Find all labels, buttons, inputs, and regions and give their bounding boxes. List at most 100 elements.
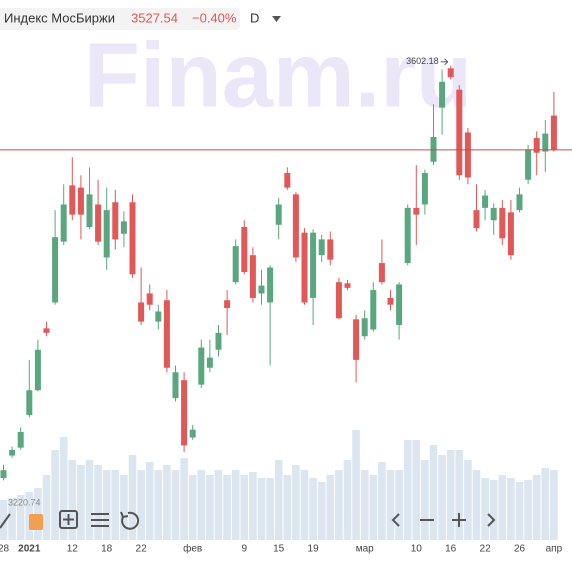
candle-body: [129, 202, 136, 275]
candle-body: [284, 172, 291, 188]
candle-body: [396, 284, 403, 325]
header-pill: [0, 8, 240, 30]
candle-body: [232, 246, 239, 283]
candle-body: [404, 207, 411, 264]
candle-body: [138, 302, 145, 322]
x-tick-label: фев: [183, 543, 202, 555]
volume-bar: [120, 475, 128, 540]
candle-body: [456, 89, 463, 176]
volume-bar: [335, 470, 343, 540]
volume-bar: [180, 458, 188, 540]
volume-bar: [343, 460, 352, 540]
volume-bar: [429, 445, 438, 540]
zoom-in-button[interactable]: [452, 513, 466, 527]
volume-bar: [317, 482, 326, 540]
volume-bar: [111, 470, 120, 540]
candle-body: [439, 81, 446, 108]
price-change: −0.40%: [192, 10, 237, 25]
volume-bar: [171, 470, 180, 540]
candle-body: [77, 187, 84, 215]
volume-bar: [128, 455, 137, 540]
volume-bar: [472, 470, 481, 540]
volume-bar: [42, 475, 51, 540]
volume-bar: [378, 462, 386, 540]
volume-bar: [249, 472, 257, 540]
x-tick-label: 9: [242, 544, 248, 555]
volume-bar: [85, 460, 94, 540]
volume-bar: [550, 470, 558, 540]
volume-bar: [541, 468, 550, 540]
volume-bar: [489, 480, 498, 540]
candle-body: [258, 285, 265, 294]
candle-body: [361, 318, 368, 337]
candle-body: [206, 357, 213, 368]
candle-body: [335, 282, 342, 319]
draw-tool-button[interactable]: [0, 513, 11, 529]
volume-bar: [292, 465, 300, 540]
candle-body: [9, 449, 16, 456]
volume-bar: [197, 470, 206, 540]
volume-bar: [188, 475, 197, 540]
candle-body: [387, 297, 394, 305]
x-tick-label: 2021: [18, 544, 41, 555]
volume-bar: [257, 478, 266, 540]
candle-body: [378, 263, 385, 283]
candle-body: [525, 149, 532, 180]
volume-bar: [266, 478, 274, 540]
max-label: 3602.18: [406, 56, 439, 66]
last-price: 3527.54: [131, 10, 178, 25]
candle-body: [0, 470, 7, 479]
volume-bar: [524, 480, 532, 540]
candle-body: [464, 132, 471, 178]
volume-bar: [326, 475, 335, 540]
volume-bar: [455, 450, 464, 540]
candle-body: [146, 293, 153, 305]
candle-body: [26, 390, 33, 416]
settings-button[interactable]: [91, 513, 109, 527]
interval[interactable]: D: [250, 10, 259, 25]
candle-body: [215, 332, 222, 350]
volume-layer: [0, 430, 558, 540]
volume-bar: [77, 465, 85, 540]
candle-body: [43, 328, 50, 333]
volume-bar: [274, 460, 283, 540]
candle-body: [155, 311, 162, 322]
x-tick-label: 18: [101, 544, 113, 555]
volume-bar: [395, 470, 403, 540]
volume-bar: [464, 460, 472, 540]
x-tick-label: 16: [445, 544, 457, 555]
candle-body: [353, 319, 360, 360]
volume-bar: [137, 470, 145, 540]
candle-body: [550, 115, 557, 150]
volume-bar: [206, 475, 214, 540]
candle-body: [34, 349, 41, 391]
interval-dropdown[interactable]: [272, 16, 281, 22]
scroll-left-button[interactable]: [391, 513, 400, 527]
candle-body: [17, 431, 24, 448]
x-tick-label: апр: [546, 544, 563, 555]
volume-bar: [0, 500, 8, 540]
volume-bar: [231, 470, 240, 540]
candle-layer: [0, 65, 572, 481]
objects-button[interactable]: [29, 514, 43, 530]
add-indicator-button[interactable]: [59, 510, 78, 529]
candle-body: [224, 300, 231, 309]
label-layer: 3602.18 3220.74: [8, 56, 449, 508]
candle-body: [490, 207, 497, 221]
scroll-right-button[interactable]: [487, 513, 496, 527]
candle-body: [542, 133, 549, 152]
volume-bar: [421, 460, 429, 540]
candle-body: [60, 204, 67, 242]
candle-body: [447, 68, 454, 78]
min-label: 3220.74: [8, 498, 41, 508]
candle-body: [421, 172, 428, 205]
candle-body: [52, 237, 59, 303]
volume-bar: [412, 440, 421, 540]
watermark: Finam.ru: [84, 24, 472, 126]
volume-bar: [16, 495, 25, 540]
reset-button[interactable]: [120, 511, 140, 530]
candle-body: [189, 429, 196, 438]
candle-body: [172, 372, 179, 399]
candle-body: [533, 138, 540, 153]
